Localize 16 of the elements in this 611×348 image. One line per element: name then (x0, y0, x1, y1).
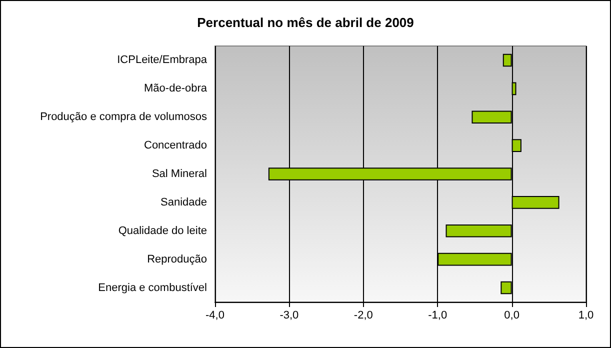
y-tick-label: Mão-de-obra (144, 82, 208, 95)
x-tick-label: -2,0 (354, 310, 373, 322)
y-tick-label: Sanidade (160, 196, 207, 208)
x-tick-label: -1,0 (428, 310, 448, 322)
y-tick-label: ICPLeite/Embrapa (117, 54, 208, 66)
y-tick-label: Concentrado (144, 140, 207, 152)
x-tick-label: -3,0 (280, 310, 299, 322)
y-tick-label: Produção e compra de volumosos (40, 111, 208, 124)
x-tick-label: 0,0 (504, 310, 520, 322)
x-tick-label: -4,0 (206, 310, 224, 322)
y-tick-label: Sal Mineral (152, 168, 207, 180)
y-tick-label: Energia e combustível (98, 282, 207, 294)
chart-title: Percentual no mês de abril de 2009 (197, 15, 414, 30)
y-tick-label: Qualidade do leite (118, 224, 207, 237)
x-tick-label: 1,0 (578, 310, 594, 322)
y-tick-label: Reprodução (147, 253, 207, 266)
